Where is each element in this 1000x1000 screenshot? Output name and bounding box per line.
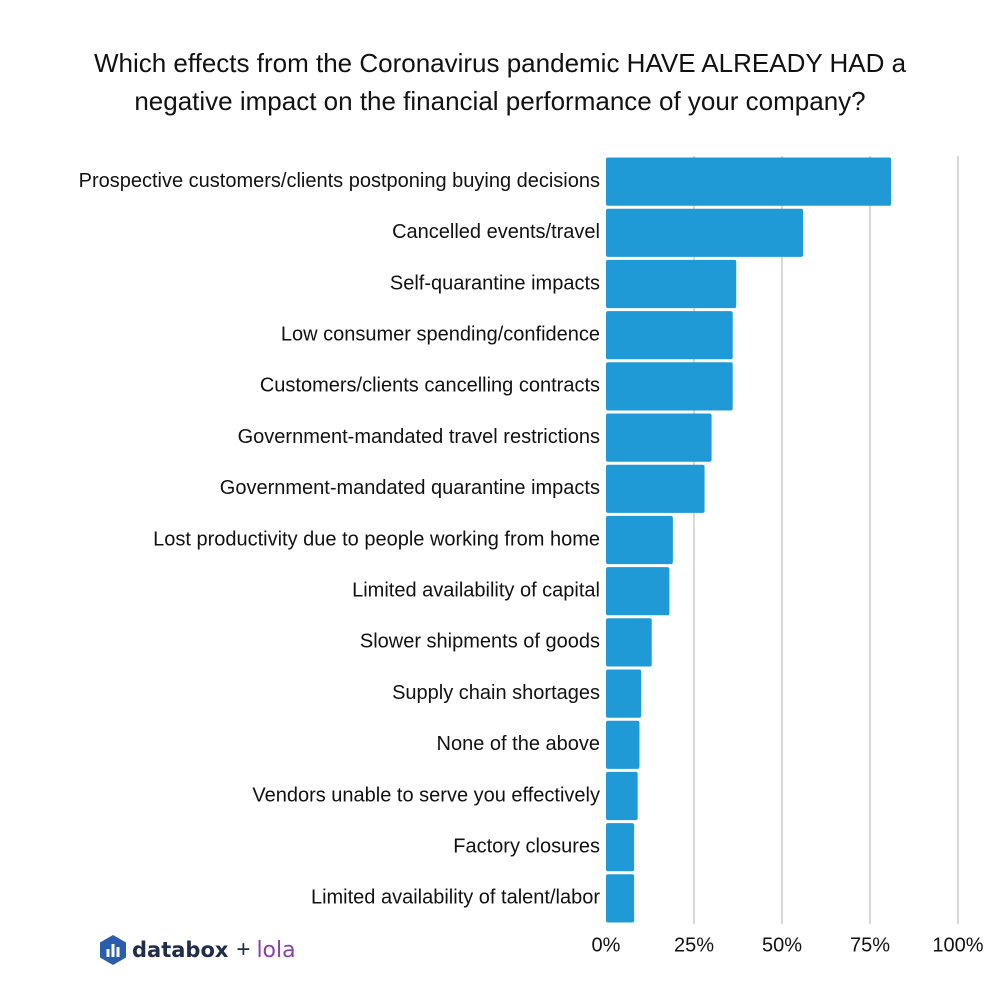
category-label: None of the above <box>437 733 600 755</box>
bar-1 <box>606 157 892 206</box>
bar-13 <box>606 771 638 821</box>
brand-name-databox: databox <box>132 938 229 962</box>
chart-title-line-2: negative impact on the financial perform… <box>134 86 866 116</box>
x-axis-tick-labels: 0% 25% 50% 75% 100% <box>592 934 984 956</box>
databox-logo-icon <box>100 935 126 965</box>
category-label: Vendors unable to serve you effectively <box>252 784 600 806</box>
category-label: Limited availability of talent/labor <box>311 887 600 909</box>
bar-8 <box>606 515 673 565</box>
bar-3 <box>606 259 737 309</box>
category-label: Government-mandated travel restrictions <box>238 426 600 448</box>
x-tick-label: 75% <box>850 934 890 956</box>
brand-plus: + <box>236 936 251 963</box>
brand-name-lola: lola <box>256 937 296 963</box>
x-tick-label: 50% <box>762 934 802 956</box>
bar-7 <box>606 464 705 513</box>
bars <box>606 157 892 923</box>
x-tick-label: 0% <box>592 934 621 956</box>
x-tick-label: 25% <box>674 934 714 956</box>
bar-14 <box>606 823 635 872</box>
chart-title: Which effects from the Coronavirus pande… <box>20 44 980 120</box>
bar-6 <box>606 413 712 462</box>
category-label: Low consumer spending/confidence <box>281 323 600 345</box>
category-label: Slower shipments of goods <box>360 631 600 653</box>
bar-4 <box>606 311 733 360</box>
category-label: Cancelled events/travel <box>392 221 600 243</box>
category-label: Lost productivity due to people working … <box>153 528 600 550</box>
category-label: Supply chain shortages <box>392 682 600 704</box>
category-label: Prospective customers/clients postponing… <box>79 170 600 192</box>
category-label: Factory closures <box>453 835 600 857</box>
bar-2 <box>606 208 804 257</box>
bar-10 <box>606 618 652 667</box>
category-labels: Prospective customers/clients postponing… <box>79 170 601 909</box>
category-label: Self-quarantine impacts <box>390 272 600 294</box>
bar-11 <box>606 669 642 718</box>
category-label: Government-mandated quarantine impacts <box>220 477 600 499</box>
x-tick-label: 100% <box>932 934 983 956</box>
bar-15 <box>606 874 635 923</box>
bar-9 <box>606 567 670 616</box>
brand-logo: databox + lola <box>100 934 296 966</box>
chart-title-line-1: Which effects from the Coronavirus pande… <box>93 48 907 78</box>
category-label: Customers/clients cancelling contracts <box>260 375 600 397</box>
bar-12 <box>606 720 640 769</box>
category-label: Limited availability of capital <box>352 579 600 601</box>
bar-5 <box>606 362 733 411</box>
